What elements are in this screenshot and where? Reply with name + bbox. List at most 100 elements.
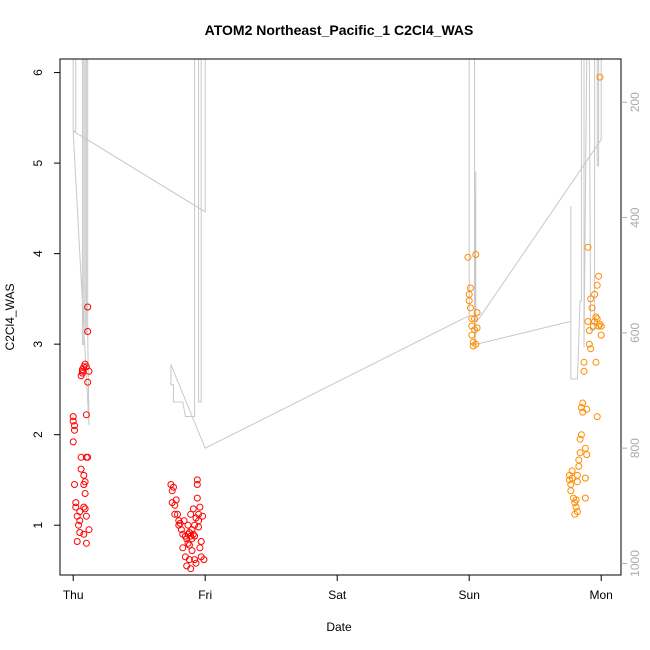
data-point-0-11 xyxy=(76,508,84,516)
data-point-0-21 xyxy=(80,471,88,479)
data-point-1-54 xyxy=(591,290,599,298)
data-point-0-70 xyxy=(188,547,196,555)
data-point-0-74 xyxy=(191,532,199,540)
data-point-1-13 xyxy=(472,251,480,258)
data-point-1-42 xyxy=(581,494,589,502)
data-point-0-77 xyxy=(192,559,200,567)
data-point-0-35 xyxy=(84,328,92,335)
y-tick-label-5: 5 xyxy=(31,159,45,166)
data-point-0-26 xyxy=(81,478,89,486)
y-tick-label-1: 1 xyxy=(31,522,45,529)
data-point-0-6 xyxy=(72,499,80,507)
data-point-0-10 xyxy=(75,521,82,529)
data-point-1-50 xyxy=(587,295,595,303)
data-point-0-43 xyxy=(170,483,177,491)
data-point-0-3 xyxy=(71,422,78,430)
x-tick-label-thu: Thu xyxy=(63,588,84,602)
y-tick-label-4: 4 xyxy=(31,250,45,257)
data-point-1-48 xyxy=(585,340,593,348)
data-point-0-12 xyxy=(76,517,84,525)
data-point-0-34 xyxy=(84,303,92,311)
x-tick-label-sun: Sun xyxy=(459,588,480,602)
data-point-0-4 xyxy=(69,438,77,446)
data-point-0-5 xyxy=(71,481,78,488)
data-point-0-84 xyxy=(196,503,204,511)
data-point-0-72 xyxy=(189,530,197,538)
data-point-0-64 xyxy=(185,556,193,564)
data-point-1-60 xyxy=(596,320,604,328)
right-tick-label-400: 400 xyxy=(628,207,642,227)
data-point-0-54 xyxy=(180,517,188,525)
data-point-1-7 xyxy=(468,331,476,339)
data-point-1-63 xyxy=(597,322,605,330)
data-point-1-45 xyxy=(584,243,592,251)
data-point-1-55 xyxy=(592,313,600,321)
data-point-1-26 xyxy=(572,496,580,504)
data-point-1-28 xyxy=(573,478,581,486)
data-point-0-24 xyxy=(80,530,88,538)
data-point-1-43 xyxy=(583,405,591,413)
data-point-1-61 xyxy=(596,73,604,81)
data-point-1-58 xyxy=(595,272,603,280)
data-point-1-20 xyxy=(568,467,576,475)
data-point-1-27 xyxy=(573,508,581,516)
x-tick-label-sat: Sat xyxy=(328,588,347,602)
data-point-0-36 xyxy=(84,378,92,386)
y-axis: 1 2 3 4 5 6 xyxy=(31,69,60,529)
data-point-0-2 xyxy=(71,426,78,434)
data-point-1-52 xyxy=(589,322,597,330)
data-point-0-39 xyxy=(85,367,93,375)
data-point-1-5 xyxy=(468,315,476,323)
data-point-0-80 xyxy=(193,494,201,502)
data-point-0-66 xyxy=(187,510,195,518)
data-point-1-38 xyxy=(580,358,588,366)
data-point-0-7 xyxy=(72,503,80,511)
series-line-layer xyxy=(72,59,602,449)
data-point-1-65 xyxy=(592,358,600,366)
data-point-0-45 xyxy=(171,510,179,518)
data-point-1-32 xyxy=(576,449,584,457)
data-point-0-32 xyxy=(82,512,90,520)
data-point-0-23 xyxy=(80,503,88,511)
y-axis-label: C2Cl4_WAS xyxy=(3,284,17,351)
data-point-1-40 xyxy=(581,444,589,452)
y-axis-right: 200 400 600 800 1000 xyxy=(621,92,642,577)
data-point-0-47 xyxy=(174,510,181,518)
x-axis: Thu Fri Sat Sun Mon xyxy=(63,575,613,602)
data-point-1-33 xyxy=(576,435,584,443)
data-point-0-15 xyxy=(77,453,85,461)
data-point-0-30 xyxy=(82,411,90,419)
y-tick-label-6: 6 xyxy=(31,69,45,76)
data-point-1-57 xyxy=(593,281,601,289)
data-point-0-53 xyxy=(179,544,187,552)
data-point-1-44 xyxy=(583,451,591,459)
data-point-0-89 xyxy=(200,556,208,564)
right-tick-label-1000: 1000 xyxy=(628,550,642,577)
data-point-1-30 xyxy=(575,462,583,470)
data-point-0-19 xyxy=(78,369,86,377)
series-line-0 xyxy=(72,59,602,449)
data-point-1-12 xyxy=(472,340,480,348)
data-point-1-31 xyxy=(575,456,583,464)
data-point-0-27 xyxy=(81,490,89,497)
right-tick-label-200: 200 xyxy=(628,92,642,112)
data-point-1-25 xyxy=(572,503,580,511)
data-point-0-88 xyxy=(199,512,207,520)
data-point-0-0 xyxy=(69,413,77,421)
data-point-0-38 xyxy=(85,526,93,534)
data-point-1-19 xyxy=(567,487,575,495)
data-point-1-51 xyxy=(588,304,596,312)
data-point-1-37 xyxy=(579,399,587,407)
data-point-0-9 xyxy=(73,538,81,545)
data-point-1-10 xyxy=(471,315,478,323)
data-point-1-14 xyxy=(473,324,481,332)
data-point-1-39 xyxy=(580,367,588,375)
data-point-0-63 xyxy=(185,541,193,549)
data-point-1-46 xyxy=(584,318,592,325)
x-axis-label: Date xyxy=(326,620,352,634)
data-point-0-28 xyxy=(81,505,89,513)
data-point-1-56 xyxy=(593,315,601,323)
right-tick-label-800: 800 xyxy=(628,438,642,458)
data-point-0-14 xyxy=(77,465,85,473)
